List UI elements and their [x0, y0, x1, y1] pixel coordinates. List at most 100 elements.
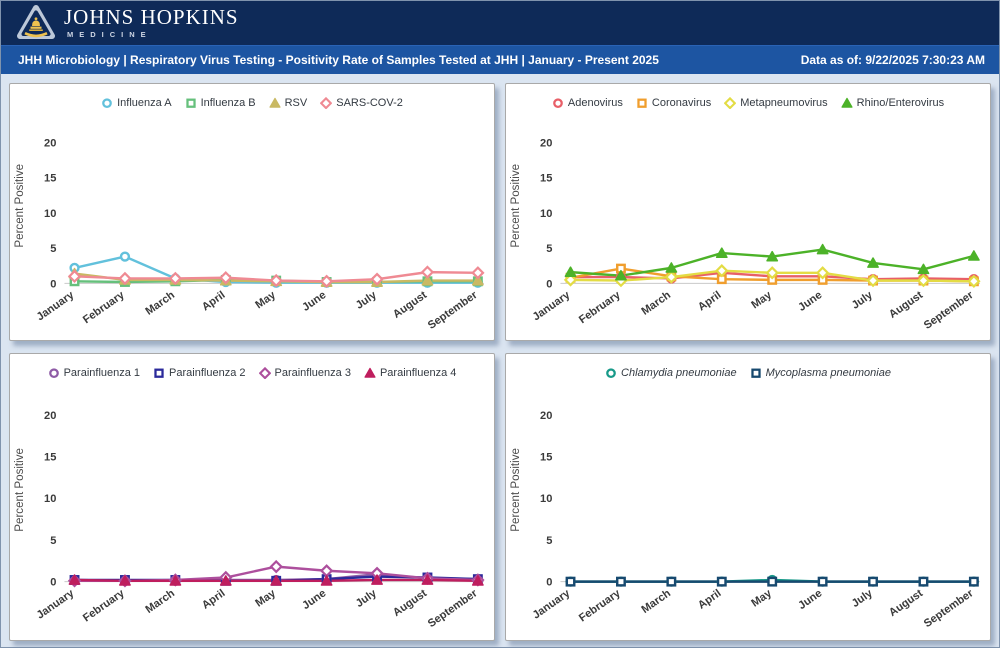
svg-text:September: September [426, 587, 480, 630]
legend-item: Coronavirus [636, 97, 711, 109]
svg-text:10: 10 [44, 493, 56, 505]
legend-label: SARS-COV-2 [336, 96, 403, 109]
legend-item: Influenza A [101, 96, 172, 109]
diamond-marker-icon [258, 366, 271, 379]
legend-item: Rhino/Enterovirus [841, 97, 944, 109]
svg-text:10: 10 [540, 208, 552, 220]
svg-text:March: March [639, 587, 673, 616]
svg-text:January: January [35, 587, 77, 622]
legend-label: Parainfluenza 3 [274, 366, 351, 379]
svg-text:September: September [922, 289, 976, 332]
legend-label: Adenovirus [567, 96, 623, 109]
legend-item: Metapneumovirus [724, 96, 828, 109]
triangle-marker-icon [269, 97, 281, 108]
svg-text:May: May [749, 289, 774, 312]
svg-text:May: May [253, 587, 278, 610]
svg-text:January: January [531, 289, 573, 324]
svg-text:Percent Positive: Percent Positive [510, 164, 522, 248]
svg-text:0: 0 [50, 577, 56, 589]
circle-marker-icon [606, 367, 616, 378]
legend-label: Influenza A [117, 96, 172, 109]
svg-text:August: August [391, 289, 429, 321]
triangle-marker-icon [364, 367, 376, 378]
square-marker-icon [637, 98, 647, 108]
svg-text:10: 10 [44, 208, 56, 220]
svg-text:20: 20 [540, 410, 552, 422]
svg-text:April: April [200, 289, 228, 313]
svg-text:May: May [749, 587, 774, 610]
svg-text:June: June [796, 289, 824, 314]
svg-text:February: February [577, 289, 623, 327]
svg-text:20: 20 [44, 410, 56, 422]
svg-text:10: 10 [540, 493, 552, 505]
legend-label: Parainfluenza 2 [169, 366, 246, 379]
chart-panel-parainfluenza: Parainfluenza 1 Parainfluenza 2 Parainflue… [9, 353, 495, 641]
svg-text:15: 15 [540, 173, 552, 185]
brand-subtitle: MEDICINE [67, 30, 152, 40]
line-chart: Percent Positive 0 5 10 15 20 January February M… [506, 382, 990, 640]
svg-text:February: February [81, 289, 127, 327]
chart-svg: Percent Positive 0 5 10 15 20 January February M… [14, 410, 485, 630]
svg-text:July: July [850, 587, 876, 610]
svg-text:July: July [850, 289, 876, 312]
legend-item: Parainfluenza 2 [153, 366, 246, 379]
diamond-marker-icon [320, 96, 333, 109]
legend-item: Chlamydia pneumoniae [605, 367, 737, 379]
legend-label: Coronavirus [651, 96, 712, 109]
legend-label: RSV [284, 96, 308, 109]
svg-text:July: July [354, 289, 380, 312]
svg-text:Percent Positive: Percent Positive [510, 448, 522, 532]
circle-marker-icon [553, 97, 563, 108]
data-as-of-timestamp: Data as of: 9/22/2025 7:30:23 AM [800, 53, 985, 67]
chart-svg: Percent Positive 0 5 10 15 20 January February M… [510, 410, 980, 630]
top-brand-bar: JOHNS HOPKINS MEDICINE [1, 1, 999, 45]
circle-marker-icon [48, 367, 59, 378]
svg-text:Percent Positive: Percent Positive [14, 448, 26, 532]
chart-legend: Chlamydia pneumoniae Mycoplasma pneumonia… [506, 354, 990, 382]
page-title: JHH Microbiology | Respiratory Virus Tes… [18, 53, 659, 67]
diamond-marker-icon [724, 96, 737, 109]
svg-text:September: September [426, 289, 480, 332]
svg-text:April: April [696, 587, 724, 611]
legend-label: Chlamydia pneumoniae [621, 366, 737, 379]
brand-logo-group: JOHNS HOPKINS MEDICINE [17, 4, 239, 42]
svg-text:15: 15 [44, 452, 56, 464]
svg-text:June: June [300, 289, 328, 314]
svg-text:May: May [253, 289, 278, 312]
report-title-bar: JHH Microbiology | Respiratory Virus Tes… [1, 45, 999, 74]
legend-item: RSV [269, 96, 308, 109]
svg-text:20: 20 [540, 137, 552, 149]
legend-item: Parainfluenza 4 [364, 367, 456, 379]
chart-legend: Influenza A Influenza B RSV SARS-COV-2 [10, 84, 494, 112]
svg-text:March: March [143, 587, 177, 616]
svg-text:0: 0 [50, 278, 56, 290]
charts-grid: Influenza A Influenza B RSV SARS-COV-2 Perc… [1, 74, 999, 648]
legend-item: Adenovirus [552, 97, 623, 109]
svg-text:February: February [577, 587, 623, 625]
svg-text:Percent Positive: Percent Positive [14, 164, 26, 248]
svg-text:0: 0 [546, 577, 552, 589]
svg-text:March: March [143, 289, 177, 318]
square-marker-icon [750, 368, 761, 378]
line-chart: Percent Positive 0 5 10 15 20 January February M… [506, 112, 990, 340]
svg-text:March: March [639, 289, 673, 318]
legend-label: Rhino/Enterovirus [856, 96, 945, 109]
svg-text:February: February [81, 587, 127, 625]
legend-label: Parainfluenza 4 [379, 366, 457, 379]
triangle-marker-icon [841, 97, 853, 108]
svg-text:0: 0 [546, 278, 552, 290]
svg-text:September: September [922, 587, 976, 630]
svg-text:15: 15 [44, 173, 56, 185]
svg-text:August: August [391, 587, 429, 619]
svg-text:April: April [200, 587, 228, 611]
svg-text:5: 5 [546, 535, 552, 547]
johns-hopkins-shield-icon [17, 5, 55, 39]
legend-label: Metapneumovirus [740, 96, 828, 109]
legend-label: Influenza B [200, 96, 256, 109]
svg-text:15: 15 [540, 452, 552, 464]
svg-text:January: January [35, 289, 77, 324]
svg-text:5: 5 [546, 243, 552, 255]
svg-text:July: July [354, 587, 380, 610]
legend-item: Influenza B [185, 97, 256, 109]
